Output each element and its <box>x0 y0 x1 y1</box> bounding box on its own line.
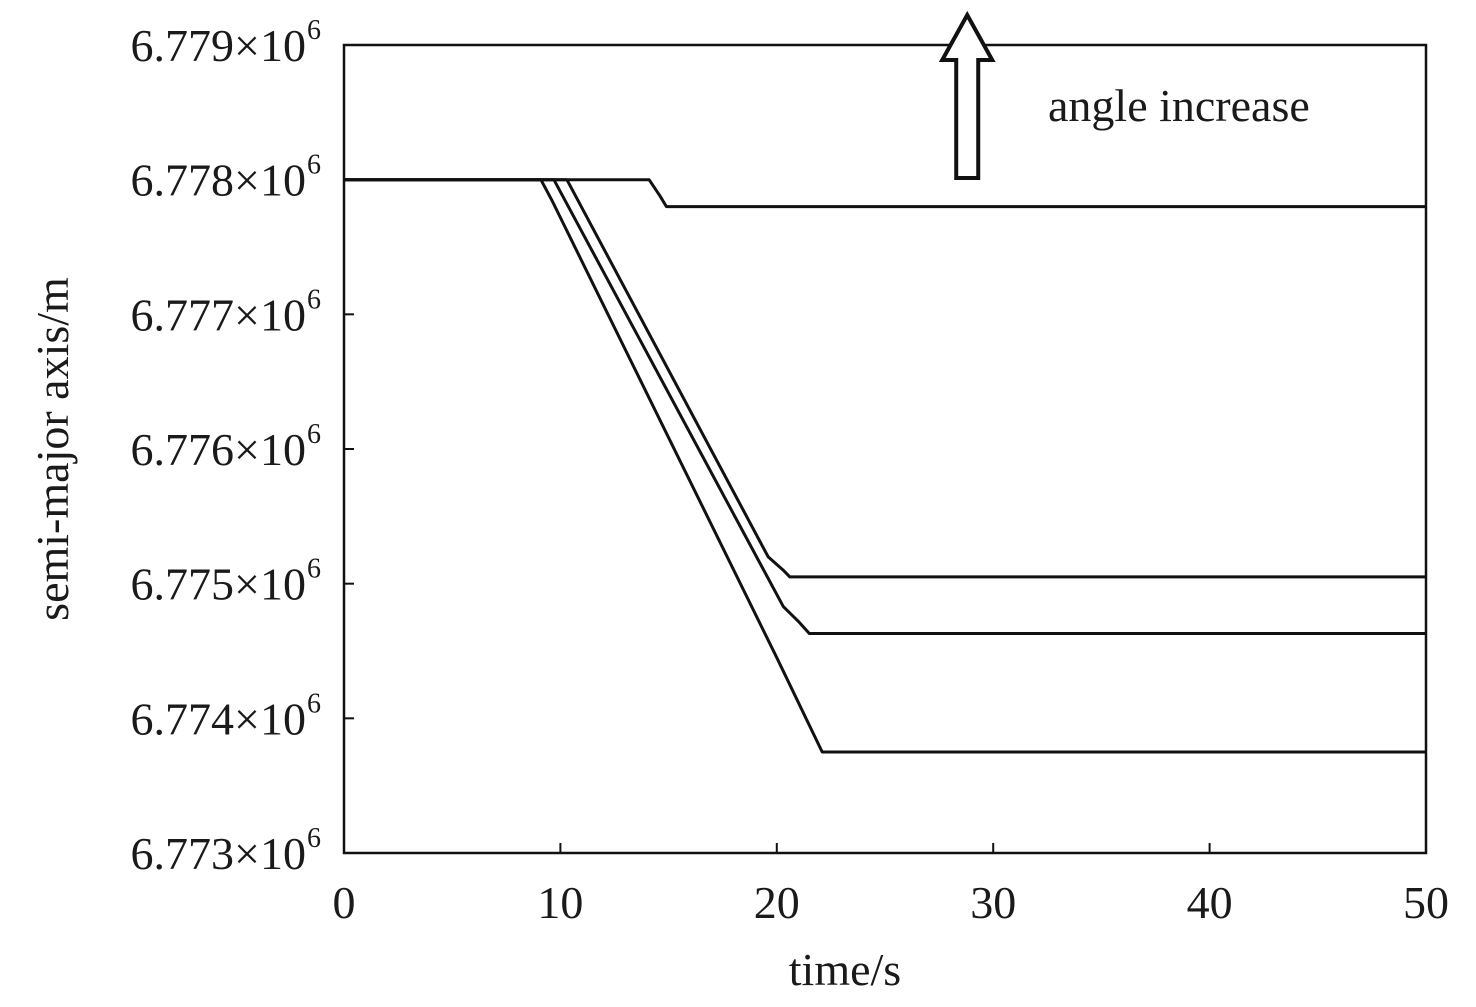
y-tick-label: 6.773×10 <box>131 828 306 879</box>
series-line-1 <box>344 178 1426 209</box>
y-tick-label: 6.776×10 <box>131 424 306 475</box>
angle-increase-arrow-icon <box>938 10 996 180</box>
x-axis-label: time/s <box>789 944 901 995</box>
x-tick-label: 30 <box>970 877 1016 928</box>
y-tick-exponent: 6 <box>307 554 321 585</box>
y-tick-exponent: 6 <box>307 688 321 719</box>
y-tick-label: 6.778×10 <box>131 155 306 206</box>
y-tick-label: 6.775×10 <box>131 559 306 610</box>
x-tick-label: 10 <box>537 877 583 928</box>
y-axis-ticks: 6.773×10 66.774×10 66.775×10 66.776×10 66.77… <box>131 15 354 879</box>
y-tick-label: 6.777×10 <box>131 289 306 340</box>
y-axis-label: semi-major axis/m <box>27 277 78 621</box>
y-tick-exponent: 6 <box>307 284 321 315</box>
y-tick-exponent: 6 <box>307 419 321 450</box>
x-axis-ticks: 0 10 20 30 40 50 <box>333 843 1449 928</box>
y-tick-exponent: 6 <box>307 150 321 181</box>
series-line-3 <box>344 178 1426 635</box>
x-tick-label: 50 <box>1403 877 1449 928</box>
y-tick-exponent: 6 <box>307 823 321 854</box>
annotation-angle-increase: angle increase <box>1048 80 1310 131</box>
series-line-4 <box>344 178 1426 754</box>
x-tick-label: 40 <box>1187 877 1233 928</box>
y-tick-exponent: 6 <box>307 15 321 46</box>
arrow-up-shape <box>938 10 996 180</box>
series-line-2 <box>344 178 1426 579</box>
x-tick-label: 0 <box>333 877 356 928</box>
series-group <box>344 178 1426 754</box>
y-tick-label: 6.779×10 <box>131 20 306 71</box>
plot-frame <box>342 43 1428 855</box>
y-tick-label: 6.774×10 <box>131 693 306 744</box>
x-tick-label: 20 <box>754 877 800 928</box>
